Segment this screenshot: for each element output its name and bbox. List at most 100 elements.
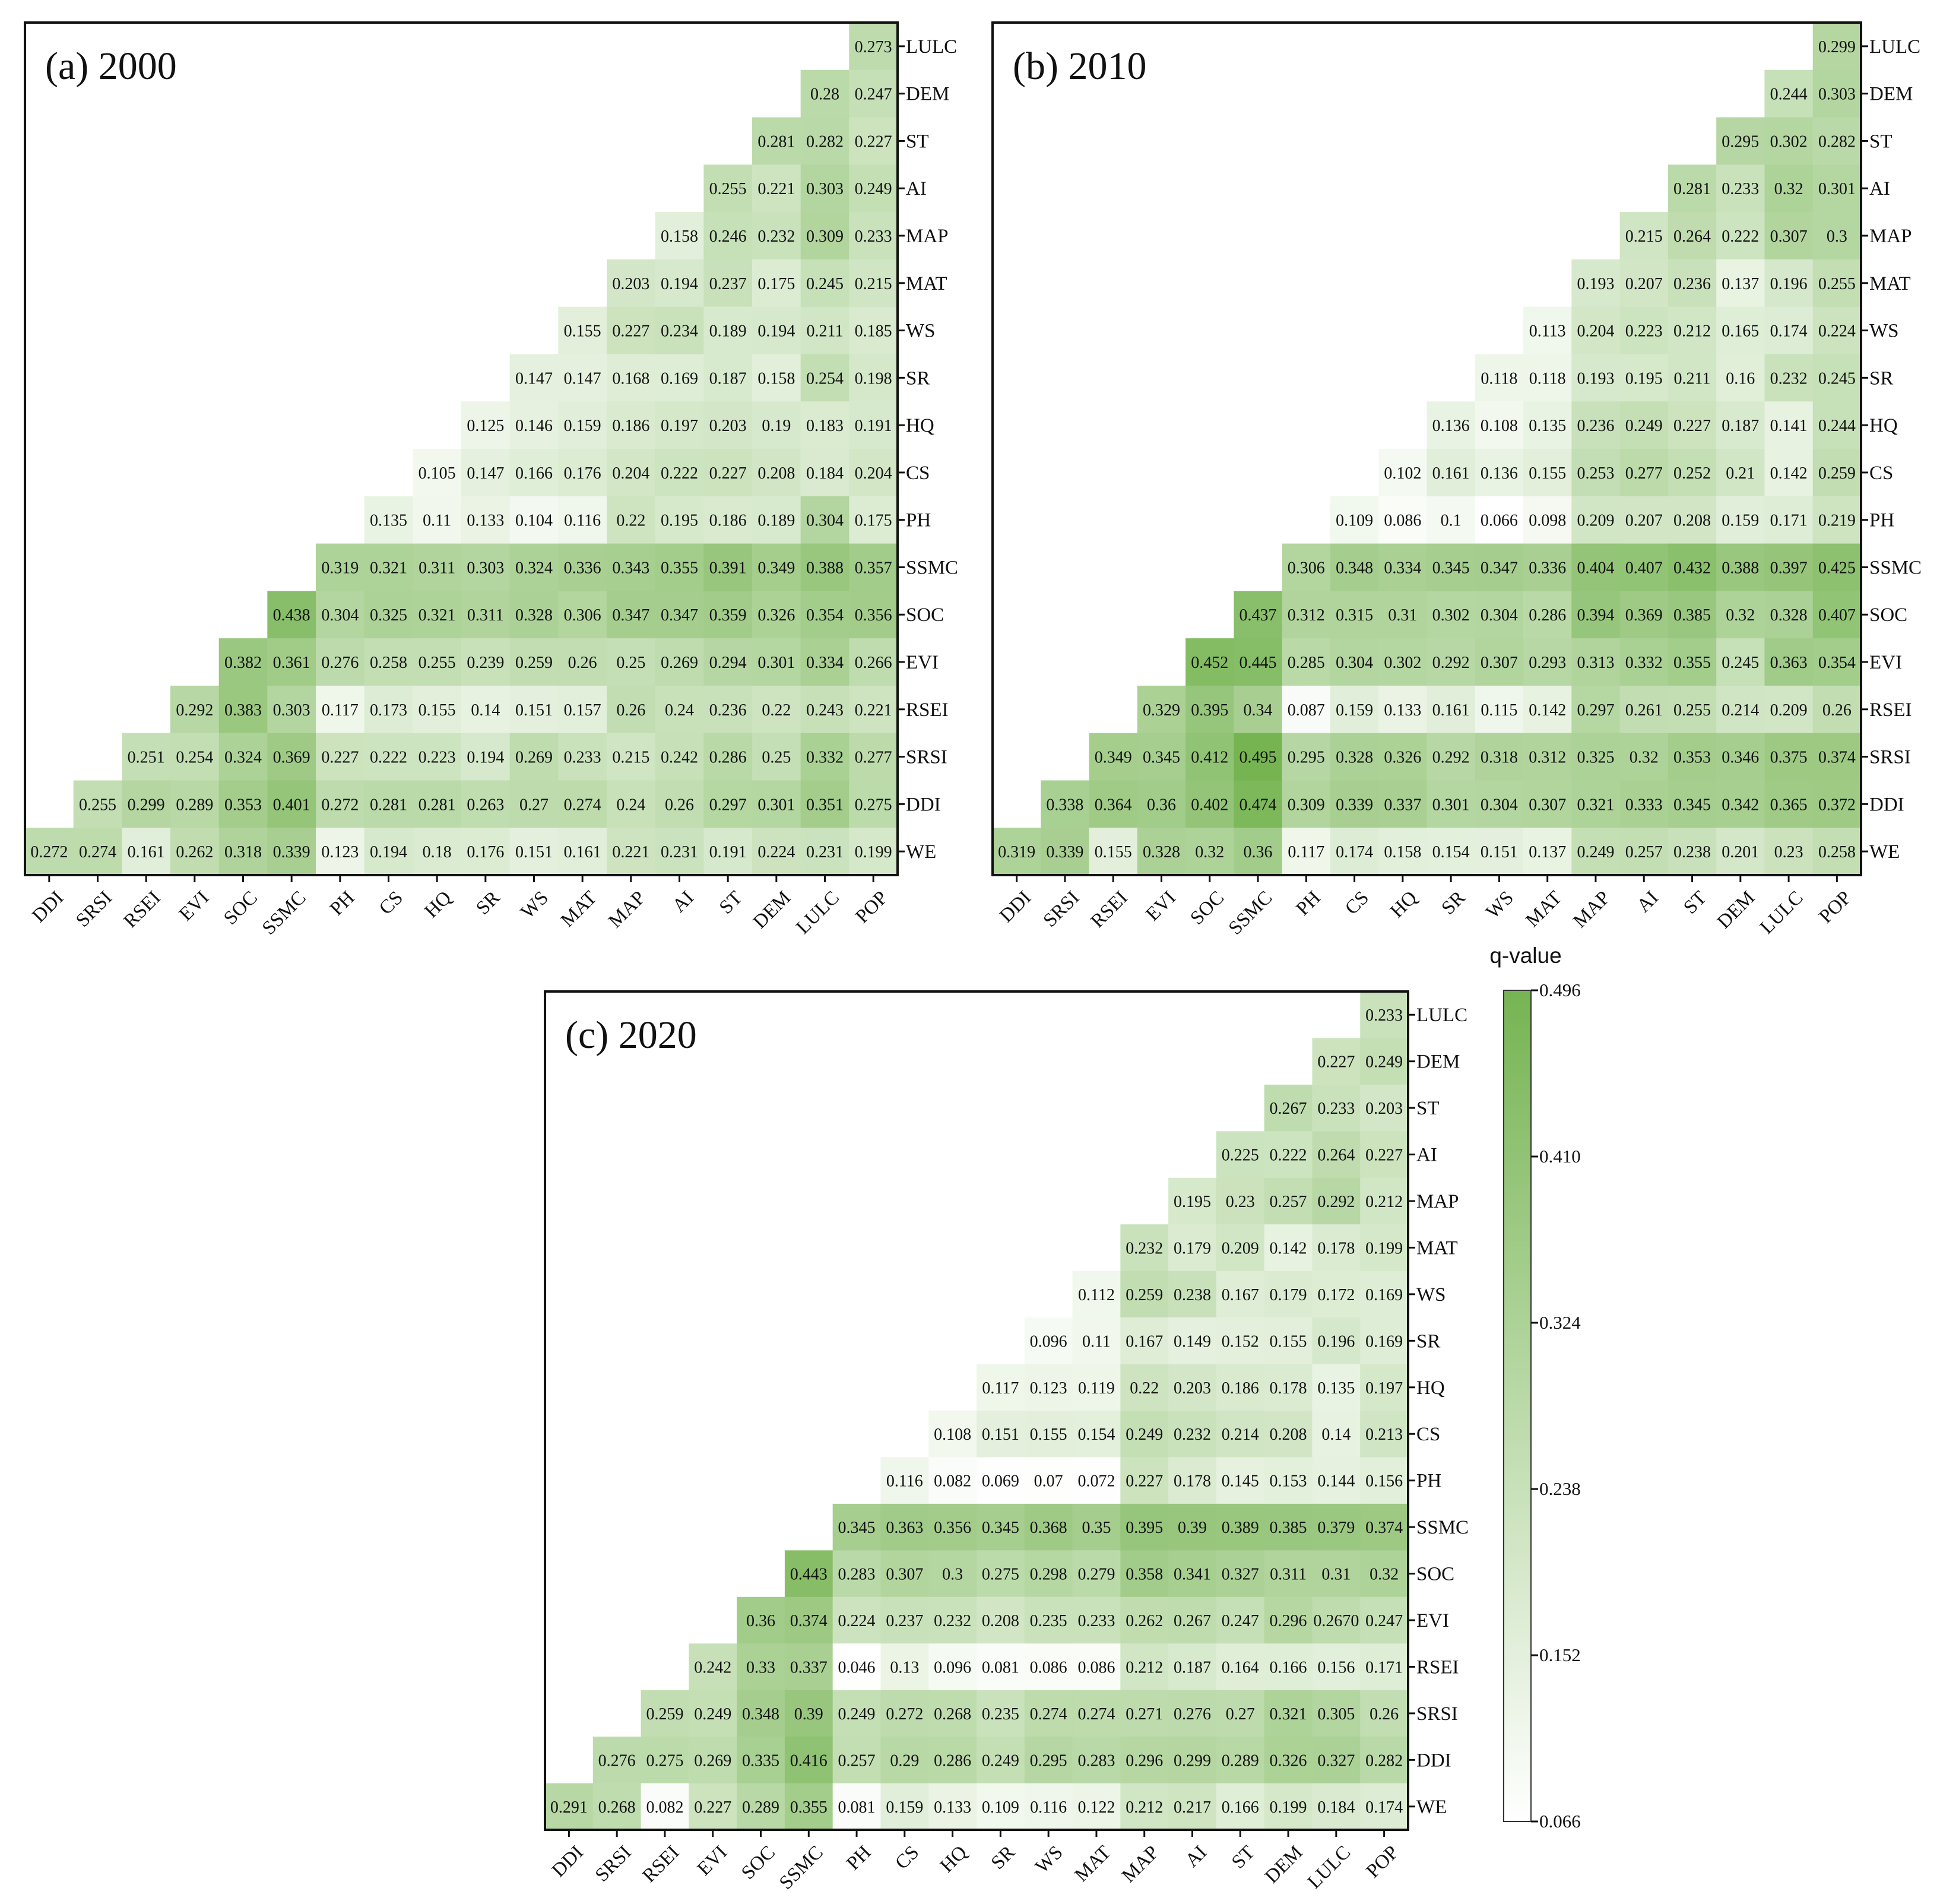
heatmap-cell (1716, 591, 1765, 639)
cell-value-label: 0.259 (515, 654, 553, 672)
cell-value-label: 0.23 (1226, 1193, 1255, 1211)
cell-value-label: 0.199 (1365, 1239, 1403, 1257)
heatmap-cell (752, 638, 801, 686)
heatmap-cell (73, 780, 122, 828)
heatmap-cell (1475, 780, 1524, 828)
heatmap-cell (1619, 354, 1669, 402)
cell-value-label: 0.327 (1317, 1751, 1355, 1770)
heatmap-cell (849, 638, 898, 686)
cell-value-label: 0.32 (1774, 180, 1803, 198)
cell-value-label: 0.223 (419, 749, 456, 767)
heatmap-cell (607, 685, 656, 734)
cell-value-label: 0.337 (790, 1658, 828, 1677)
cell-value-label: 0.151 (982, 1425, 1019, 1444)
cell-value-label: 0.268 (934, 1705, 971, 1724)
cell-value-label: 0.082 (646, 1798, 683, 1817)
heatmap-cell (880, 1550, 929, 1598)
cell-value-label: 0.158 (661, 227, 698, 246)
heatmap-cell (1360, 1737, 1409, 1784)
heatmap-cell (752, 259, 801, 308)
heatmap-cell (752, 306, 801, 355)
heatmap-cell (267, 828, 316, 876)
cell-value-label: 0.369 (1625, 606, 1663, 625)
heatmap-cell (800, 212, 849, 260)
cell-value-label: 0.343 (612, 559, 649, 577)
cell-value-label: 0.303 (467, 559, 504, 577)
cell-value-label: 0.147 (515, 369, 553, 388)
heatmap-cell (1378, 449, 1428, 497)
cell-value-label: 0.244 (1770, 85, 1808, 104)
heatmap-cell (1764, 449, 1814, 497)
heatmap-cell (1264, 1411, 1313, 1458)
cell-value-label: 0.374 (1818, 749, 1856, 767)
row-label: AI (1869, 178, 1890, 199)
heatmap-cell (977, 1783, 1025, 1830)
cell-value-label: 0.307 (886, 1566, 923, 1584)
heatmap-cell (1812, 401, 1862, 449)
heatmap-cell (1168, 1364, 1217, 1411)
cell-value-label: 0.295 (1030, 1751, 1067, 1770)
cell-value-label: 0.212 (1126, 1658, 1163, 1677)
column-label: DDI (548, 1842, 588, 1881)
cell-value-label: 0.32 (1370, 1566, 1399, 1584)
heatmap-cell (800, 591, 849, 639)
heatmap-cell (1571, 685, 1621, 734)
cell-value-label: 0.153 (1270, 1472, 1307, 1491)
cell-value-label: 0.159 (1722, 512, 1759, 530)
cell-value-label: 0.32 (1195, 843, 1224, 861)
cell-value-label: 0.221 (757, 180, 795, 198)
cell-value-label: 0.26 (568, 654, 597, 672)
heatmap-cell (461, 449, 511, 497)
cell-value-label: 0.394 (1577, 606, 1614, 625)
cell-value-label: 0.312 (1288, 606, 1325, 625)
heatmap-cell (1812, 780, 1862, 828)
heatmap-cell (1378, 733, 1428, 781)
heatmap-cell (1282, 591, 1331, 639)
cell-value-label: 0.249 (838, 1705, 876, 1724)
cell-value-label: 0.342 (1722, 796, 1759, 814)
cell-value-label: 0.297 (1577, 701, 1614, 720)
row-label: HQ (1416, 1377, 1445, 1399)
heatmap-cell (1764, 780, 1814, 828)
heatmap-cell (752, 117, 801, 165)
cell-value-label: 0.119 (1078, 1379, 1115, 1398)
cell-value-label: 0.318 (1481, 749, 1518, 767)
heatmap-cell (461, 685, 511, 734)
heatmap-cell (1668, 638, 1717, 686)
heatmap-cell (1072, 1364, 1121, 1411)
heatmap-cell (1168, 1690, 1217, 1737)
cell-value-label: 0.281 (757, 132, 795, 151)
cell-value-label: 0.157 (564, 701, 601, 720)
cell-value-label: 0.155 (564, 322, 601, 341)
cell-value-label: 0.211 (1674, 369, 1711, 388)
cell-value-label: 0.255 (79, 796, 116, 814)
column-label: SSMC (1225, 887, 1277, 939)
heatmap-cell (1475, 354, 1524, 402)
cell-value-label: 0.195 (1174, 1193, 1211, 1211)
column-label: WS (517, 887, 553, 923)
heatmap-cell (1168, 1224, 1217, 1272)
cell-value-label: 0.309 (806, 227, 844, 246)
heatmap-cell (703, 164, 753, 213)
cell-value-label: 0.356 (934, 1519, 971, 1537)
cell-value-label: 0.135 (1529, 417, 1566, 435)
column-label: LULC (1304, 1842, 1355, 1893)
cell-value-label: 0.301 (1432, 796, 1470, 814)
cell-value-label: 0.273 (855, 38, 892, 56)
cell-value-label: 0.151 (515, 843, 553, 861)
heatmap-cell (928, 1596, 977, 1644)
heatmap-cell (1716, 306, 1765, 355)
heatmap-cell (1137, 780, 1186, 828)
cell-value-label: 0.16 (1726, 369, 1755, 388)
cell-value-label: 0.313 (1577, 654, 1614, 672)
row-label: RSEI (906, 699, 949, 721)
cell-value-label: 0.304 (1481, 796, 1518, 814)
cell-value-label: 0.238 (1673, 843, 1711, 861)
heatmap-cell (607, 259, 656, 308)
cell-value-label: 0.275 (982, 1566, 1019, 1584)
heatmap-cell (849, 401, 898, 449)
cell-value-label: 0.209 (1577, 512, 1614, 530)
heatmap-cell (1378, 780, 1428, 828)
cell-value-label: 0.208 (757, 464, 795, 483)
cell-value-label: 0.161 (1432, 701, 1470, 720)
